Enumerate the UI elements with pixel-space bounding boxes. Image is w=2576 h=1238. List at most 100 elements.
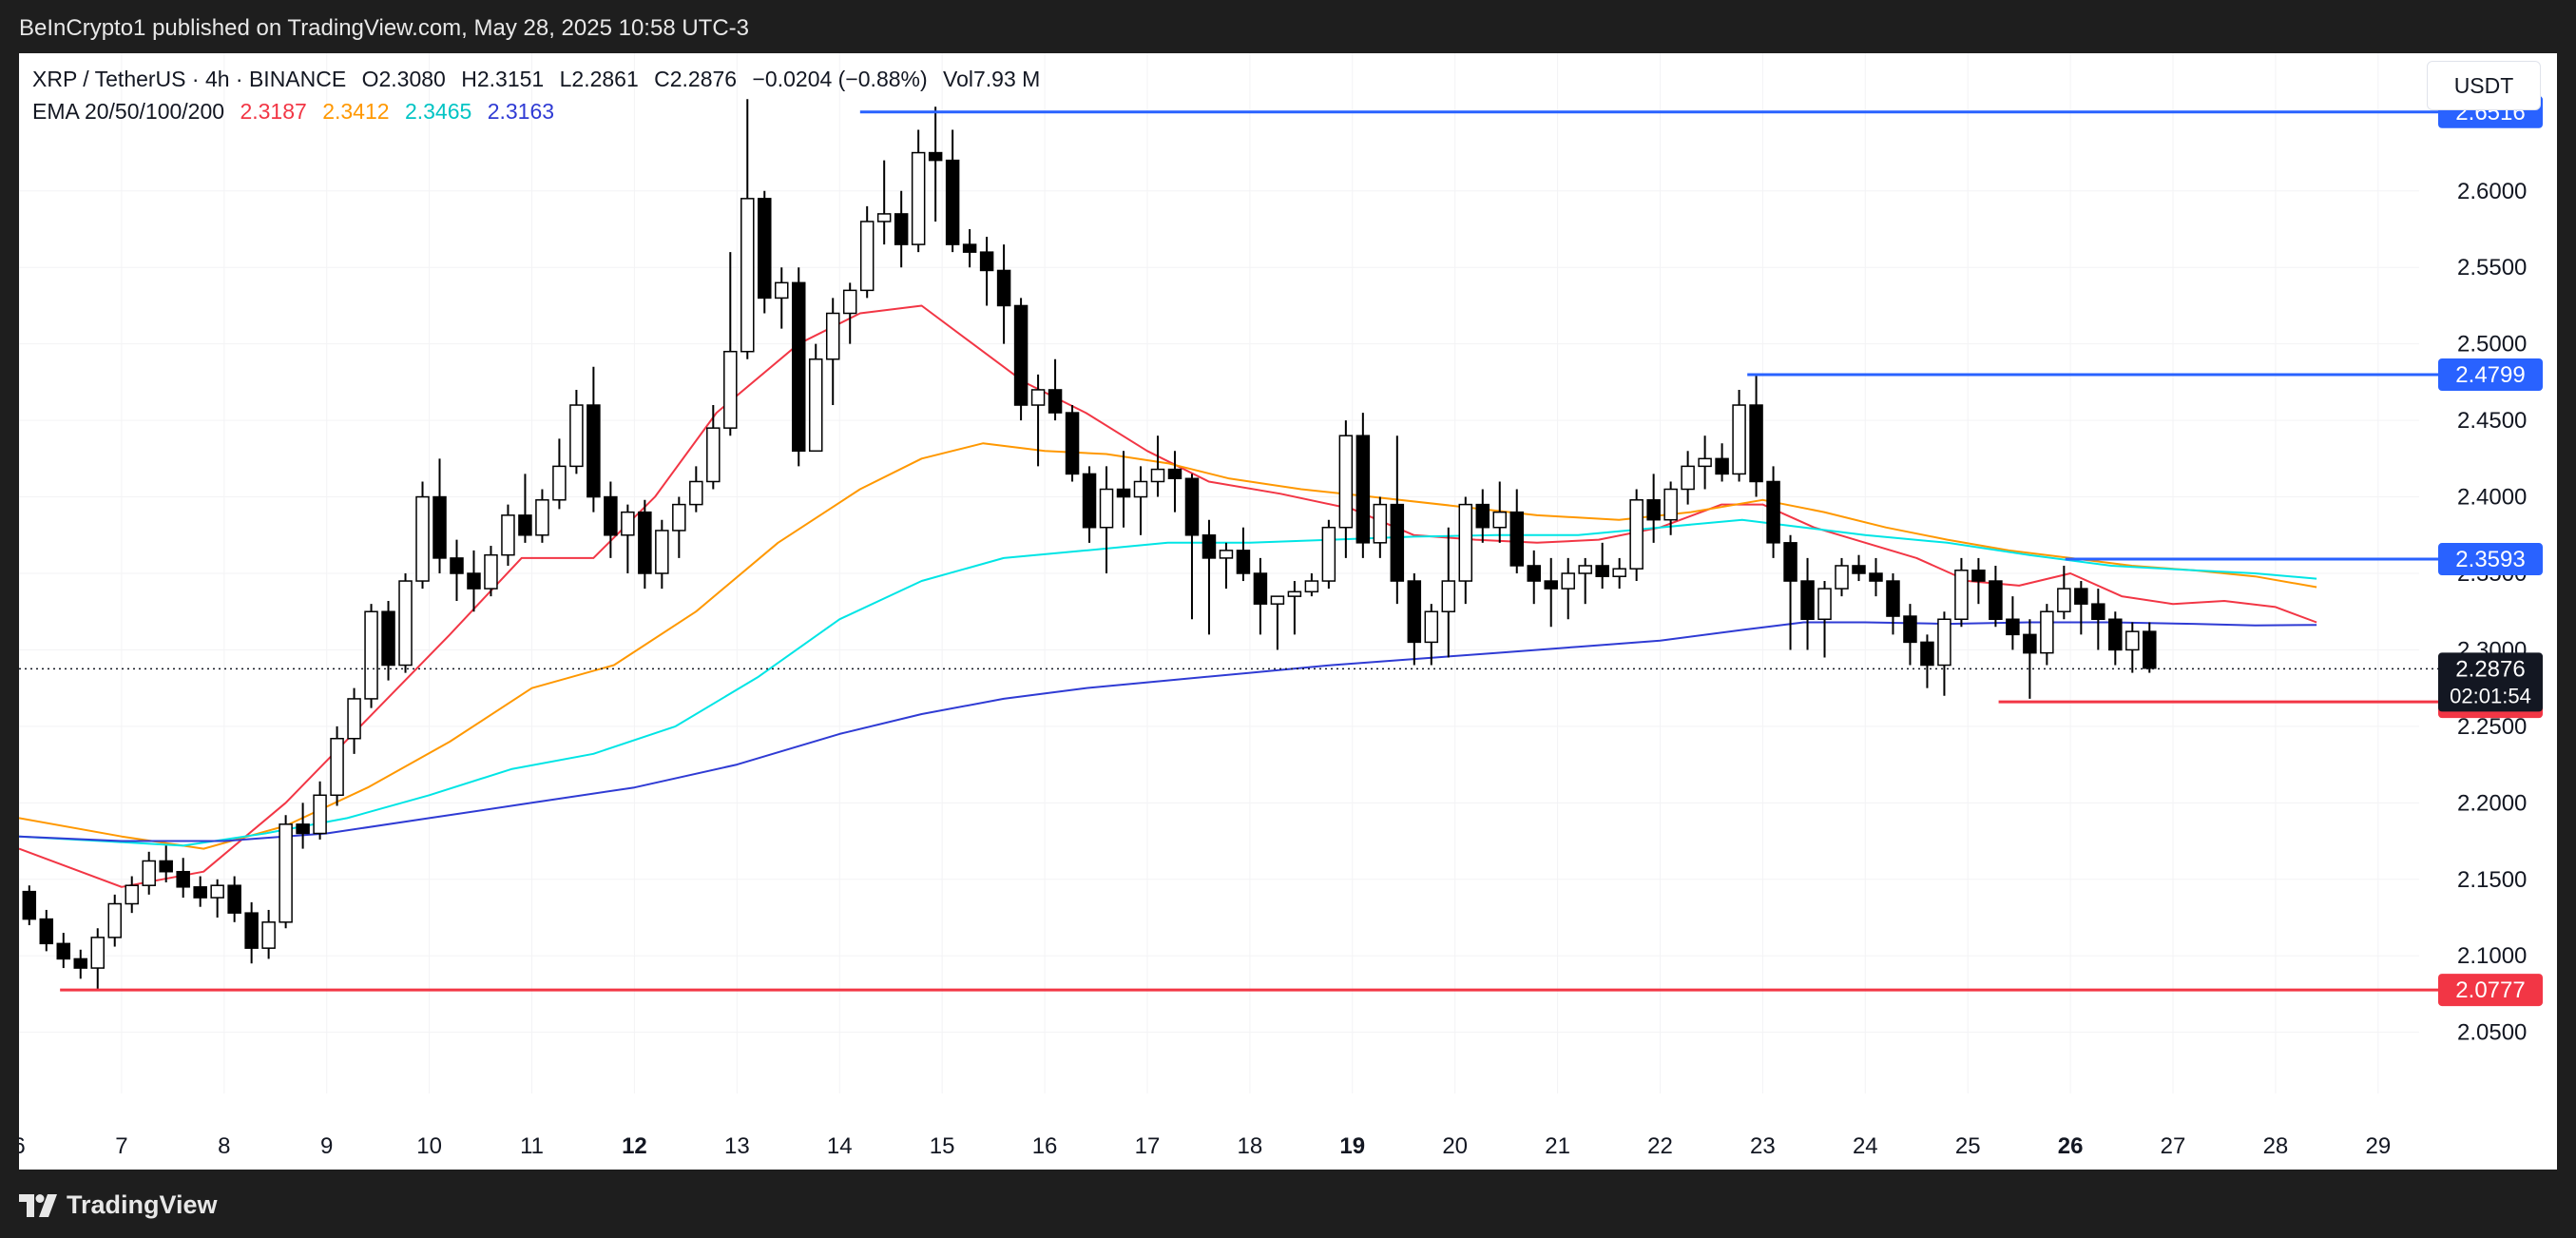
x-tick-label: 27 [2161, 1133, 2186, 1159]
candle-body [176, 870, 190, 888]
candle-body [2057, 588, 2071, 612]
candle-body [1321, 526, 1336, 582]
candle-body [945, 159, 960, 245]
candle-body [1971, 570, 1986, 582]
candle-body [876, 213, 892, 222]
x-tick-label: 20 [1442, 1133, 1468, 1159]
candle-body [1475, 503, 1490, 529]
candle-body [859, 221, 875, 292]
last-price-badge [2438, 652, 2543, 712]
symbol-label[interactable]: XRP / TetherUS · 4h · BINANCE [32, 67, 347, 91]
x-tick-label: 25 [1955, 1133, 1981, 1159]
candle-body [1663, 488, 1678, 521]
candle-body [330, 738, 344, 797]
candle-body [398, 580, 413, 667]
candle-body [313, 794, 327, 835]
y-tick-label: 2.5500 [2457, 255, 2527, 280]
candle-body [1629, 499, 1644, 570]
candle-body [2074, 588, 2088, 605]
candle-body [467, 572, 481, 590]
candle-body [518, 514, 532, 536]
candle-body [758, 198, 772, 300]
x-tick-label: 13 [724, 1133, 750, 1159]
candle-body [1783, 542, 1797, 582]
candle-body [142, 860, 156, 886]
candle-body [1184, 477, 1200, 536]
candle-body [1835, 565, 1849, 590]
candle-body [1578, 565, 1592, 574]
ema100-value: 2.3465 [404, 99, 472, 124]
candle-body [1646, 499, 1661, 521]
currency-label: USDT [2453, 72, 2514, 98]
candle-body [261, 921, 276, 949]
candle-body [791, 281, 806, 453]
candle-body [1509, 511, 1524, 567]
candle-body [825, 312, 840, 360]
ema-label[interactable]: EMA 20/50/100/200 [32, 99, 225, 124]
tradingview-logo[interactable]: TradingView [19, 1190, 218, 1220]
high-value: H2.3151 [461, 67, 545, 91]
candle-body [1424, 610, 1439, 644]
price-chart[interactable]: 2.60002.55002.50002.45002.40002.35002.30… [19, 53, 2557, 1170]
x-tick-label: 23 [1750, 1133, 1776, 1159]
candle-body [1236, 550, 1251, 574]
x-tick-label: 18 [1238, 1133, 1263, 1159]
candle-body [535, 499, 549, 536]
ema-line-100 [19, 518, 2317, 847]
candle-body [1030, 389, 1046, 406]
x-tick-label: 29 [2365, 1133, 2391, 1159]
candle-body [125, 884, 139, 905]
candle-body [1681, 465, 1695, 491]
candle-body [244, 912, 259, 949]
ema-line-50 [19, 442, 2317, 850]
candle-body [1373, 503, 1388, 544]
candle-body [107, 902, 122, 938]
candle-body [894, 213, 909, 245]
candle-body [672, 503, 686, 532]
ema-line-20 [19, 304, 2317, 888]
candle-body [159, 860, 173, 873]
candle-body [706, 427, 721, 483]
candle-body [1013, 304, 1028, 406]
y-tick-label: 2.5000 [2457, 332, 2527, 358]
candle-body [1407, 580, 1422, 644]
candle-body [1817, 588, 1832, 621]
candle-body [996, 269, 1011, 307]
last-price-label: 2.2876 [2455, 656, 2525, 682]
candle-body [962, 243, 977, 253]
y-tick-label: 2.1000 [2457, 943, 2527, 969]
candle-body [1852, 565, 1866, 574]
candle-body [381, 610, 395, 667]
candle-body [1989, 580, 2003, 621]
candle-body [1612, 568, 1626, 577]
chart-panel[interactable]: 2.60002.55002.50002.45002.40002.35002.30… [19, 53, 2557, 1170]
candle-body [364, 610, 378, 700]
x-tick-label: 14 [827, 1133, 853, 1159]
x-tick-label: 28 [2263, 1133, 2289, 1159]
x-tick-label: 10 [416, 1133, 442, 1159]
candle-body [1065, 412, 1080, 475]
candle-body [1133, 480, 1148, 498]
candle-body [2143, 630, 2157, 669]
candle-body [1338, 435, 1354, 529]
candle-body [740, 198, 755, 353]
candle-body [279, 823, 293, 923]
x-tick-label: 17 [1135, 1133, 1161, 1159]
candle-body [1698, 457, 1712, 468]
candle-body [1201, 534, 1217, 559]
candle-body [586, 404, 601, 498]
candle-body [210, 884, 224, 899]
x-tick-label: 16 [1032, 1133, 1058, 1159]
level-price-badge [2438, 974, 2543, 1007]
change-value: −0.0204 (−0.88%) [752, 67, 928, 91]
y-tick-label: 2.4500 [2457, 408, 2527, 434]
currency-button[interactable]: USDT [2427, 61, 2541, 110]
x-tick-label: 21 [1545, 1133, 1570, 1159]
x-tick-label: 9 [320, 1133, 333, 1159]
candle-body [73, 958, 88, 969]
candle-body [1869, 572, 1883, 582]
candle-body [1492, 511, 1508, 529]
candle-body [979, 251, 994, 272]
candle-body [1099, 488, 1114, 529]
candle-body [1082, 473, 1097, 529]
